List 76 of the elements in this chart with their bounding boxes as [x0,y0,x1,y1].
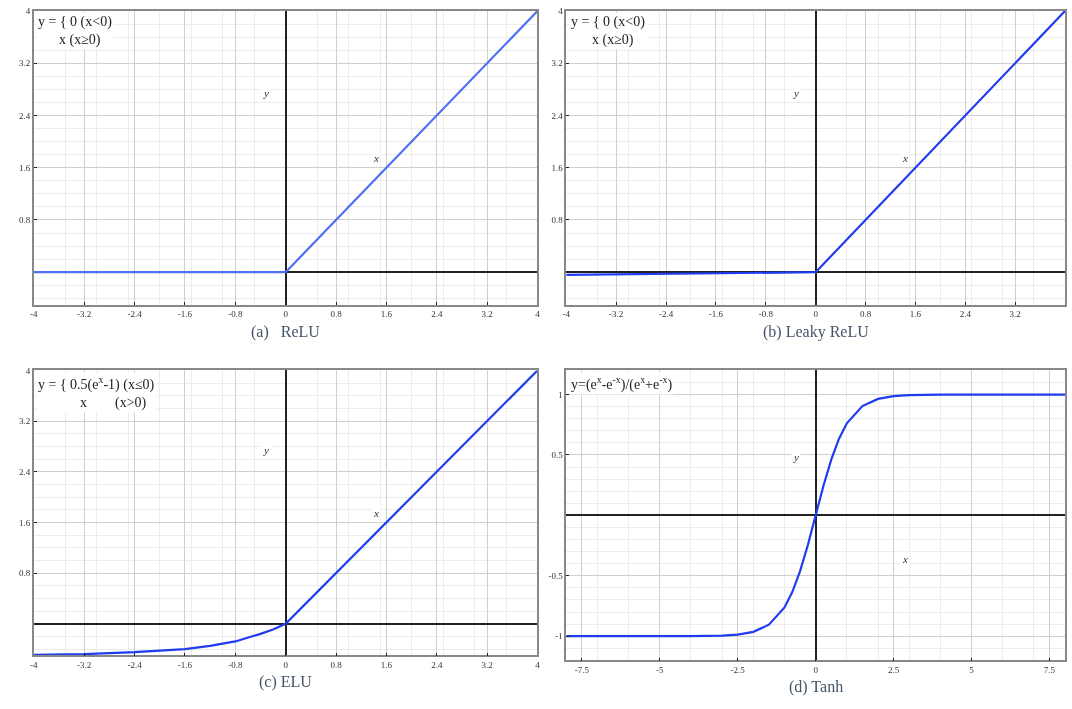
y-tick-label: 3.2 [551,58,563,69]
text: (d) Tanh [789,678,844,696]
x-tick-label: -2.5 [730,664,746,675]
x-tick-label: -2.4 [658,309,674,320]
annotation: y = { 0 (x<0) x (x≥0) [38,14,113,49]
y-tick-label: 1.6 [551,162,564,173]
x-axis-title: x [902,152,908,164]
x-tick-label: -5 [656,664,665,675]
x-tick-label: -4 [30,309,39,320]
x-tick-label: 1.6 [380,659,393,670]
y-tick-label: 2.4 [19,466,31,477]
x-tick-label: -3.2 [77,309,92,320]
x-tick-label: -0.8 [758,309,774,320]
x-tick-label: 3.2 [481,659,493,670]
x-tick-label: 0 [813,664,819,675]
x-tick-label: -3.2 [77,659,92,670]
y-tick-label: 3.2 [19,58,31,69]
y-tick-label: 0.8 [19,215,31,226]
x-tick-label: -4 [30,659,39,670]
x-tick-label: -2.4 [127,659,143,670]
y-tick-label: 0.8 [551,215,564,226]
y-tick-label: 3.2 [19,416,31,427]
x-tick-label: 5 [969,664,975,675]
x-tick-label: 2.5 [887,664,900,675]
x-tick-label: 2.4 [959,309,972,320]
x-tick-label: -1.6 [177,309,193,320]
annotation: y = { 0.5(e$^{x}$-1) (x≤0) x (x>0) [38,374,155,412]
y-tick-label: 0.8 [19,568,31,579]
y-axis-title: y [793,451,799,463]
text: (c) ELU [259,673,313,691]
x-axis-title: x [373,152,379,164]
y-axis-title: y [263,444,269,456]
y-tick-label: -1 [555,631,563,642]
x-tick-label: -1.6 [708,309,724,320]
y-tick-label: 2.4 [19,110,31,121]
x-axis-title: x [373,507,379,519]
x-tick-label: 0 [813,309,819,320]
x-tick-label: -3.2 [609,309,624,320]
y-axis-title: y [263,87,269,99]
x-tick-label: -0.8 [228,309,243,320]
text: y=(e$^{x}$-e$^{-x}$)/(e$^{x}$+e$^{-x}$) [571,374,673,392]
y-tick-label: 1.6 [19,162,31,173]
x-tick-label: 1.6 [380,309,393,320]
y-tick-label: 2.4 [551,110,564,121]
x-tick-label: 4 [535,659,541,670]
x-tick-label: 7.5 [1043,664,1056,675]
y-axis-title: y [793,87,799,99]
text: (b) Leaky ReLU [763,323,870,341]
x-tick-label: -7.5 [574,664,590,675]
x-tick-label: 3.2 [1009,309,1021,320]
x-tick-label: 0.8 [330,659,343,670]
x-tick-label: 0 [283,309,289,320]
line-series [566,393,1066,638]
x-tick-label: 2.4 [431,309,443,320]
y-tick-label: 1.6 [19,517,31,528]
y-tick-label: -0.5 [548,570,564,581]
y-tick-label: 1 [558,389,563,400]
x-tick-label: -1.6 [177,659,193,670]
x-tick-label: 3.2 [481,309,493,320]
x-tick-label: 1.6 [909,309,922,320]
x-tick-label: 0.8 [330,309,343,320]
y-tick-label: 4 [25,365,31,376]
y-tick-label: 4 [558,6,564,17]
x-tick-label: 0 [283,659,289,670]
x-tick-label: -2.4 [127,309,143,320]
x-tick-label: -0.8 [228,659,243,670]
y-tick-label: 4 [25,6,31,17]
y-tick-label: 0.5 [551,450,564,461]
annotation: y = { 0 (x<0) x (x≥0) [571,14,646,49]
x-axis-title: x [902,553,908,565]
line-series [33,370,538,656]
x-tick-label: 0.8 [859,309,872,320]
x-tick-label: 4 [535,309,541,320]
x-tick-label: -4 [562,309,571,320]
text: (a) ReLU [251,323,321,341]
x-tick-label: 2.4 [431,659,443,670]
